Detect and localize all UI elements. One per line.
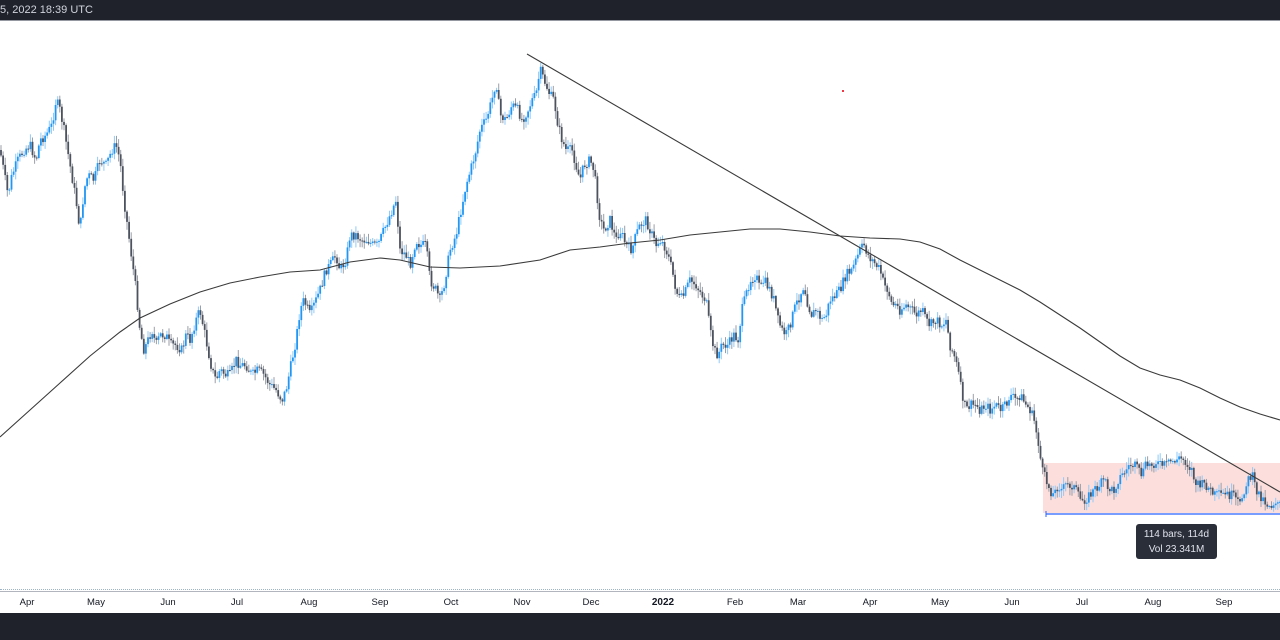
- time-axis-label: Jul: [1075, 597, 1089, 608]
- time-axis-label: Jun: [160, 597, 176, 608]
- time-axis-label: Apr: [862, 597, 878, 608]
- time-axis[interactable]: Apr May Jun Jul Aug Sep Oct Nov Dec 2022 Feb Mar Apr…: [0, 592, 1280, 613]
- timestamp-text: 5, 2022 18:39 UTC: [0, 4, 93, 16]
- time-axis-label: Sep: [371, 597, 389, 608]
- bottom-toolbar: [0, 613, 1280, 640]
- range-tooltip: 114 bars, 114d Vol 23.341M: [1136, 524, 1217, 559]
- candlestick-series: [0, 62, 1280, 512]
- time-axis-label: Aug: [1144, 597, 1162, 608]
- range-volume-text: Vol 23.341M: [1148, 544, 1205, 555]
- time-axis-label: Feb: [726, 597, 744, 608]
- time-axis-label: May: [931, 597, 949, 608]
- trendline[interactable]: [526, 53, 1280, 493]
- time-axis-label: Nov: [513, 597, 531, 608]
- marker-dot: [842, 90, 844, 92]
- time-axis-label: 2022: [651, 597, 675, 608]
- pane-separator-dotted: [0, 589, 1280, 590]
- time-axis-label: Sep: [1215, 597, 1233, 608]
- time-axis-label: May: [87, 597, 105, 608]
- time-axis-label: Aug: [300, 597, 318, 608]
- top-status-bar: 5, 2022 18:39 UTC: [0, 0, 1280, 20]
- price-chart[interactable]: [0, 21, 1280, 589]
- time-axis-label: Jun: [1004, 597, 1020, 608]
- range-bars-text: 114 bars, 114d: [1143, 529, 1210, 540]
- moving-average-line: [0, 228, 1280, 438]
- time-axis-label: Oct: [443, 597, 459, 608]
- time-axis-label: Mar: [789, 597, 807, 608]
- time-axis-border: [0, 591, 1280, 592]
- time-axis-label: Jul: [230, 597, 244, 608]
- top-divider: [0, 20, 1280, 21]
- time-axis-label: Dec: [582, 597, 600, 608]
- time-axis-label: Apr: [19, 597, 35, 608]
